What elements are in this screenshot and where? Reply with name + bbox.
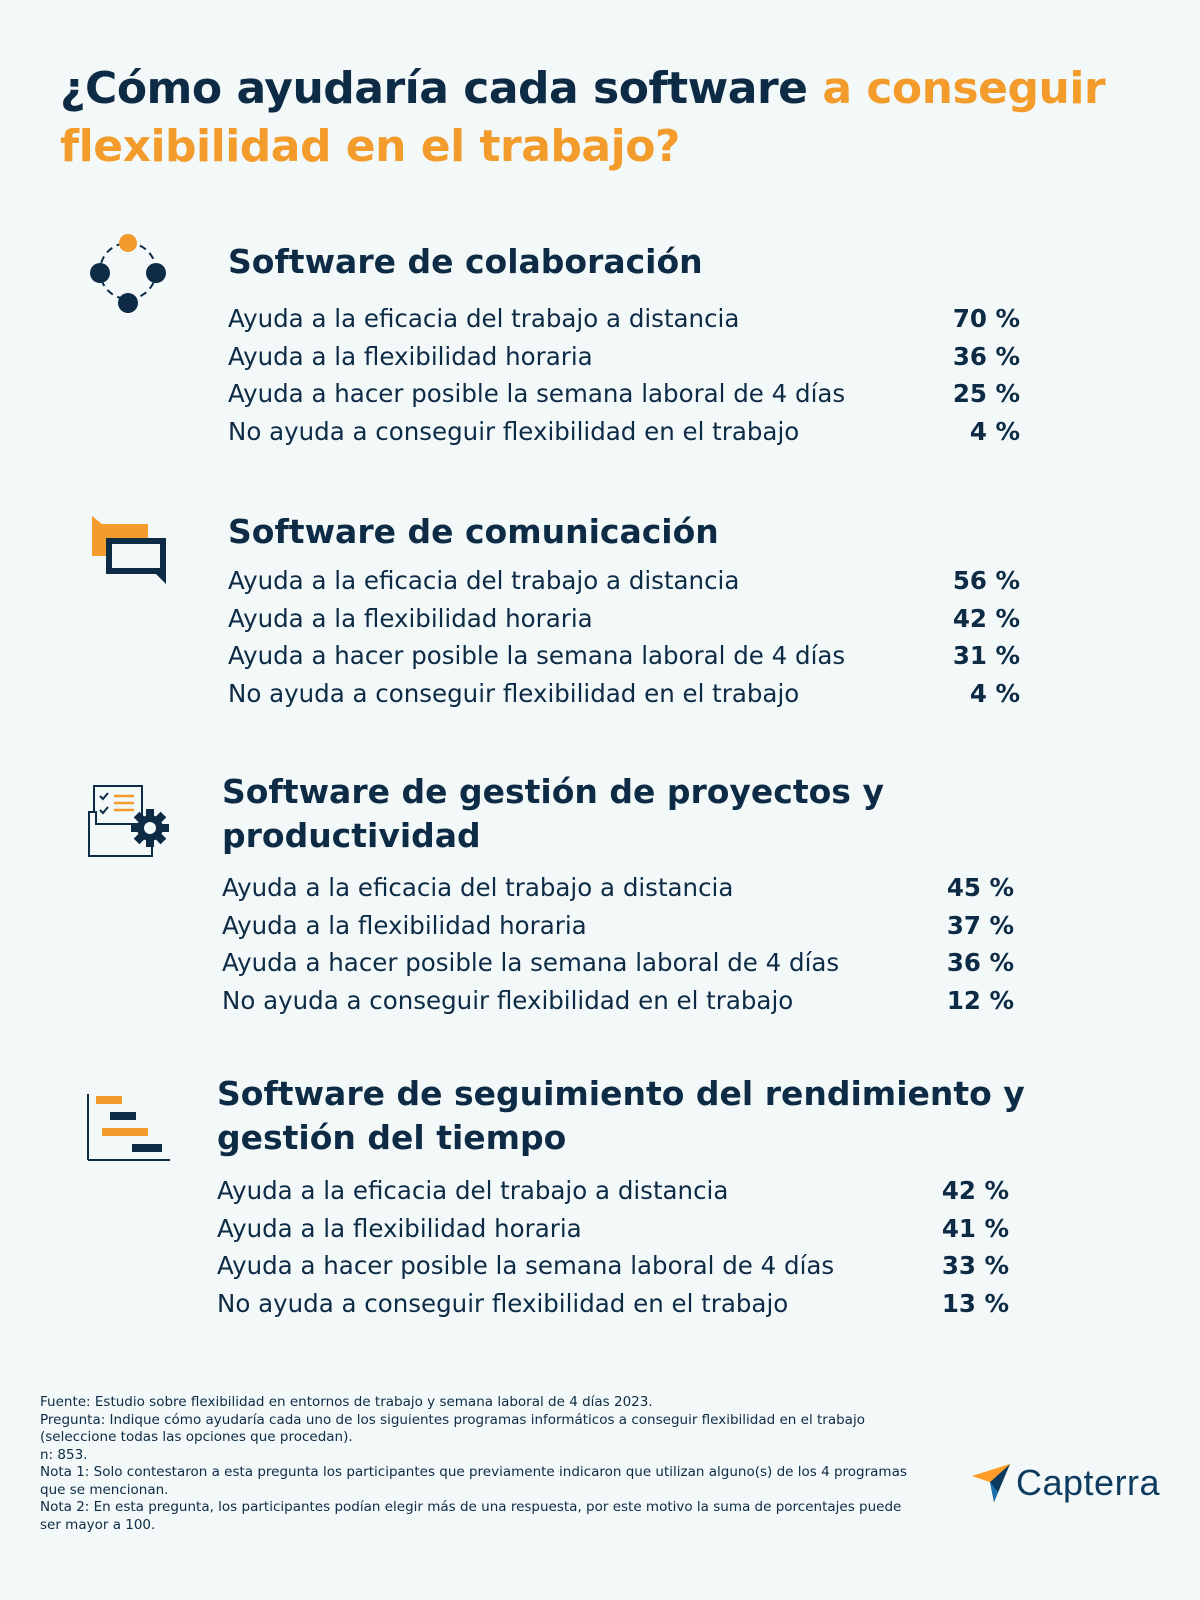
gantt-chart-icon bbox=[87, 1094, 170, 1161]
stat-row: Ayuda a la flexibilidad horaria 42 % bbox=[228, 600, 1020, 638]
footnotes: Fuente: Estudio sobre flexibilidad en en… bbox=[40, 1394, 920, 1534]
stat-row: No ayuda a conseguir flexibilidad en el … bbox=[222, 982, 1014, 1020]
footnote-source: Fuente: Estudio sobre flexibilidad en en… bbox=[40, 1394, 653, 1410]
stats-list: Ayuda a la eficacia del trabajo a distan… bbox=[222, 869, 1014, 1019]
stat-value: 41 % bbox=[941, 1213, 1009, 1243]
stat-label: Ayuda a hacer posible la semana laboral … bbox=[228, 379, 846, 409]
stat-row: Ayuda a la eficacia del trabajo a distan… bbox=[217, 1172, 1009, 1210]
section-title: Software de comunicación bbox=[228, 512, 719, 551]
stat-label: No ayuda a conseguir flexibilidad en el … bbox=[217, 1288, 789, 1318]
stat-row: Ayuda a la eficacia del trabajo a distan… bbox=[222, 869, 1014, 907]
collaboration-network-icon bbox=[90, 234, 166, 313]
stat-value: 45 % bbox=[946, 873, 1014, 903]
footnote-note-2: Nota 2: En esta pregunta, los participan… bbox=[40, 1499, 902, 1533]
stat-value: 36 % bbox=[952, 341, 1020, 371]
stat-row: No ayuda a conseguir flexibilidad en el … bbox=[228, 413, 1020, 451]
title-part-dark: ¿Cómo ayudaría cada software bbox=[60, 63, 823, 114]
stat-row: Ayuda a la flexibilidad horaria 41 % bbox=[217, 1210, 1009, 1248]
capterra-arrow-logo-icon bbox=[972, 1464, 1010, 1502]
stat-row: Ayuda a la flexibilidad horaria 37 % bbox=[222, 907, 1014, 945]
stat-value: 70 % bbox=[952, 304, 1020, 334]
stat-label: Ayuda a la eficacia del trabajo a distan… bbox=[217, 1176, 729, 1206]
stat-value: 42 % bbox=[941, 1176, 1009, 1206]
stat-label: No ayuda a conseguir flexibilidad en el … bbox=[228, 678, 800, 708]
stat-value: 25 % bbox=[952, 379, 1020, 409]
capterra-logo: Capterra bbox=[970, 1462, 1160, 1504]
stat-label: Ayuda a la flexibilidad horaria bbox=[228, 341, 593, 371]
stats-list: Ayuda a la eficacia del trabajo a distan… bbox=[217, 1172, 1009, 1322]
stat-label: No ayuda a conseguir flexibilidad en el … bbox=[222, 985, 794, 1015]
stat-row: Ayuda a hacer posible la semana laboral … bbox=[222, 944, 1014, 982]
title-part-highlight: a conseguir flexibilidad en el trabajo? bbox=[60, 63, 1106, 172]
section-title: Software de seguimiento del rendimiento … bbox=[217, 1074, 1025, 1157]
footnote-question: Pregunta: Indique cómo ayudaría cada uno… bbox=[40, 1411, 865, 1446]
stat-label: Ayuda a la eficacia del trabajo a distan… bbox=[228, 566, 740, 596]
section-title: Software de colaboración bbox=[228, 242, 703, 281]
stat-value: 56 % bbox=[952, 566, 1020, 596]
stat-value: 36 % bbox=[946, 948, 1014, 978]
stat-row: No ayuda a conseguir flexibilidad en el … bbox=[228, 675, 1020, 713]
stat-label: Ayuda a hacer posible la semana laboral … bbox=[228, 641, 846, 671]
stat-row: Ayuda a hacer posible la semana laboral … bbox=[228, 637, 1020, 675]
stat-value: 4 % bbox=[969, 678, 1020, 708]
footnote-sample-size: n: 853. bbox=[40, 1446, 88, 1463]
stat-row: No ayuda a conseguir flexibilidad en el … bbox=[217, 1285, 1009, 1323]
stat-value: 37 % bbox=[946, 910, 1014, 940]
stat-label: Ayuda a la flexibilidad horaria bbox=[217, 1213, 582, 1243]
stat-value: 31 % bbox=[952, 641, 1020, 671]
stats-list: Ayuda a la eficacia del trabajo a distan… bbox=[228, 300, 1020, 450]
stat-row: Ayuda a hacer posible la semana laboral … bbox=[217, 1247, 1009, 1285]
section-title: Software de gestión de proyectos y produ… bbox=[222, 772, 884, 855]
footnote-note-1: Nota 1: Solo contestaron a esta pregunta… bbox=[40, 1464, 907, 1498]
stat-label: Ayuda a hacer posible la semana laboral … bbox=[217, 1251, 835, 1281]
stat-value: 12 % bbox=[946, 985, 1014, 1015]
stat-value: 4 % bbox=[969, 416, 1020, 446]
chat-bubbles-icon bbox=[92, 516, 166, 584]
capterra-logo-text: Capterra bbox=[1016, 1462, 1161, 1503]
stat-value: 42 % bbox=[952, 603, 1020, 633]
stat-row: Ayuda a la eficacia del trabajo a distan… bbox=[228, 300, 1020, 338]
stats-list: Ayuda a la eficacia del trabajo a distan… bbox=[228, 562, 1020, 712]
stat-value: 33 % bbox=[941, 1251, 1009, 1281]
stat-row: Ayuda a hacer posible la semana laboral … bbox=[228, 375, 1020, 413]
stat-row: Ayuda a la eficacia del trabajo a distan… bbox=[228, 562, 1020, 600]
stat-label: Ayuda a la flexibilidad horaria bbox=[222, 910, 587, 940]
stat-label: Ayuda a la eficacia del trabajo a distan… bbox=[228, 304, 740, 334]
stat-row: Ayuda a la flexibilidad horaria 36 % bbox=[228, 338, 1020, 376]
stat-value: 13 % bbox=[941, 1288, 1009, 1318]
stat-label: Ayuda a la flexibilidad horaria bbox=[228, 603, 593, 633]
stat-label: Ayuda a hacer posible la semana laboral … bbox=[222, 948, 840, 978]
stat-label: Ayuda a la eficacia del trabajo a distan… bbox=[222, 873, 734, 903]
stat-label: No ayuda a conseguir flexibilidad en el … bbox=[228, 416, 800, 446]
page-title: ¿Cómo ayudaría cada software a conseguir… bbox=[60, 60, 1160, 176]
checklist-gear-folder-icon bbox=[88, 785, 169, 857]
